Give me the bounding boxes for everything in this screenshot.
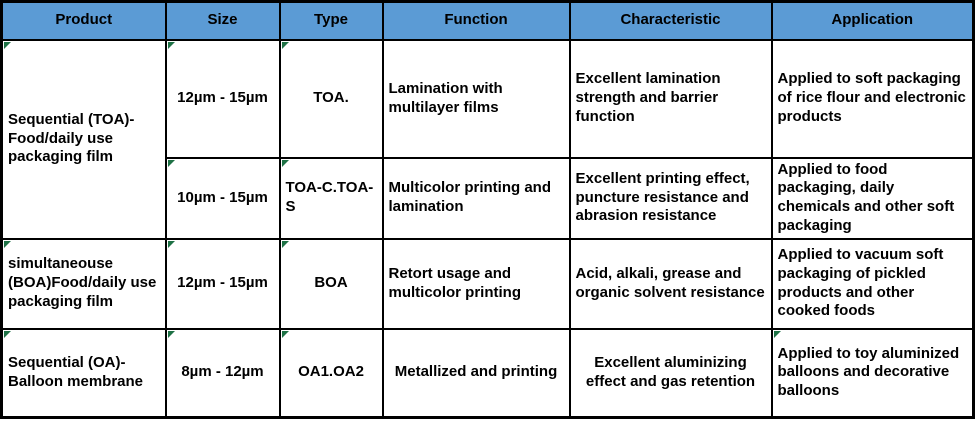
cell-text: Retort usage and multicolor printing bbox=[388, 264, 522, 301]
cell-type: TOA. bbox=[278, 38, 384, 159]
table-row: Sequential (TOA)-Food/daily use packagin… bbox=[0, 38, 975, 240]
cell-size: 10µm - 15µm bbox=[164, 156, 281, 240]
cell-type: OA1.OA2 bbox=[278, 327, 384, 419]
cell-text: BOA bbox=[314, 274, 348, 292]
cell-type: BOA bbox=[278, 237, 384, 330]
cell-function: Lamination with multilayer films bbox=[381, 38, 571, 159]
cell-product-boa: simultaneouse (BOA)Food/daily use packag… bbox=[0, 237, 167, 330]
table-row: simultaneouse (BOA)Food/daily use packag… bbox=[0, 237, 975, 330]
cell-type: TOA-C.TOA-S bbox=[278, 156, 384, 240]
cell-characteristic: Acid, alkali, grease and organic solvent… bbox=[568, 237, 773, 330]
cell-application: Applied to soft packaging of rice flour … bbox=[770, 38, 975, 159]
cell-text: Multicolor printing and lamination bbox=[388, 179, 551, 215]
cell-text: 10µm - 15µm bbox=[177, 188, 268, 206]
cell-text: 8µm - 12µm bbox=[181, 363, 264, 381]
cell-characteristic: Excellent aluminizing effect and gas ret… bbox=[568, 327, 773, 419]
cell-size: 12µm - 15µm bbox=[164, 237, 281, 330]
cell-application: Applied to toy aluminized balloons and d… bbox=[770, 327, 975, 419]
cell-text: 12µm - 15µm bbox=[177, 89, 268, 107]
cell-function: Retort usage and multicolor printing bbox=[381, 237, 571, 330]
cell-text: simultaneouse (BOA)Food/daily use packag… bbox=[8, 255, 157, 310]
error-indicator-icon bbox=[167, 41, 175, 49]
cell-characteristic: Excellent lamination strength and barrie… bbox=[568, 38, 773, 159]
error-indicator-icon bbox=[281, 159, 289, 167]
cell-size: 8µm - 12µm bbox=[164, 327, 281, 419]
error-indicator-icon bbox=[4, 330, 11, 338]
cell-size: 12µm - 15µm bbox=[164, 38, 281, 159]
cell-product-oa: Sequential (OA)-Balloon membrane bbox=[0, 327, 167, 419]
cell-text: Sequential (TOA)-Food/daily use packagin… bbox=[8, 110, 135, 166]
cell-text: Lamination with multilayer films bbox=[388, 79, 503, 116]
cell-text: TOA-C.TOA-S bbox=[285, 179, 374, 215]
cell-product-toa: Sequential (TOA)-Food/daily use packagin… bbox=[0, 38, 167, 240]
error-indicator-icon bbox=[4, 240, 11, 248]
cell-text: Applied to food packaging, daily chemica… bbox=[777, 160, 955, 234]
cell-text: OA1.OA2 bbox=[298, 363, 364, 381]
cell-text: TOA. bbox=[313, 89, 349, 107]
header-row: Product Size Type Function Characteristi… bbox=[0, 0, 975, 41]
header-cell-characteristic: Characteristic bbox=[568, 0, 773, 41]
header-cell-application: Application bbox=[770, 0, 975, 41]
cell-text: Metallized and printing bbox=[394, 363, 558, 381]
error-indicator-icon bbox=[167, 330, 175, 338]
header-cell-type: Type bbox=[278, 0, 384, 41]
cell-application: Applied to food packaging, daily chemica… bbox=[770, 156, 975, 240]
table-row: 10µm - 15µm TOA-C.TOA-S Multicolor print… bbox=[2, 156, 975, 240]
cell-text: Acid, alkali, grease and organic solvent… bbox=[575, 264, 765, 301]
cell-text: Applied to toy aluminized balloons and d… bbox=[777, 344, 960, 400]
cell-text: Sequential (OA)-Balloon membrane bbox=[8, 354, 144, 390]
header-cell-size: Size bbox=[164, 0, 281, 41]
error-indicator-icon bbox=[281, 41, 289, 49]
cell-text: Applied to soft packaging of rice flour … bbox=[777, 70, 966, 125]
error-indicator-icon bbox=[4, 41, 11, 49]
cell-text: Excellent lamination strength and barrie… bbox=[575, 70, 721, 125]
cell-text: 12µm - 15µm bbox=[177, 274, 268, 292]
error-indicator-icon bbox=[281, 240, 289, 248]
cell-text: Excellent aluminizing effect and gas ret… bbox=[585, 354, 756, 390]
cell-function: Multicolor printing and lamination bbox=[381, 156, 571, 240]
cell-text: Excellent printing effect, puncture resi… bbox=[575, 169, 750, 225]
table-row: Sequential (OA)-Balloon membrane 8µm - 1… bbox=[0, 327, 975, 419]
error-indicator-icon bbox=[167, 159, 175, 167]
cell-text: Applied to vacuum soft packaging of pick… bbox=[777, 246, 944, 320]
header-cell-function: Function bbox=[381, 0, 571, 41]
cell-function: Metallized and printing bbox=[381, 327, 571, 419]
error-indicator-icon bbox=[773, 330, 781, 338]
cell-application: Applied to vacuum soft packaging of pick… bbox=[770, 237, 975, 330]
cell-characteristic: Excellent printing effect, puncture resi… bbox=[568, 156, 773, 240]
error-indicator-icon bbox=[167, 240, 175, 248]
header-cell-product: Product bbox=[0, 0, 167, 41]
error-indicator-icon bbox=[281, 330, 289, 338]
